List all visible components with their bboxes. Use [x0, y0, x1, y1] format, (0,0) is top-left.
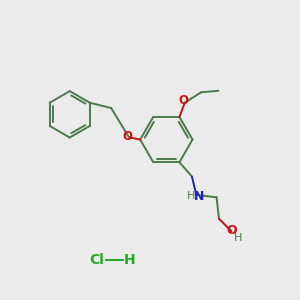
Text: H: H	[234, 233, 242, 243]
Text: O: O	[226, 224, 237, 236]
Text: H: H	[123, 253, 135, 267]
Text: O: O	[122, 130, 132, 142]
Text: H: H	[187, 191, 196, 201]
Text: O: O	[178, 94, 189, 107]
Text: Cl: Cl	[89, 253, 104, 267]
Text: N: N	[194, 190, 204, 203]
